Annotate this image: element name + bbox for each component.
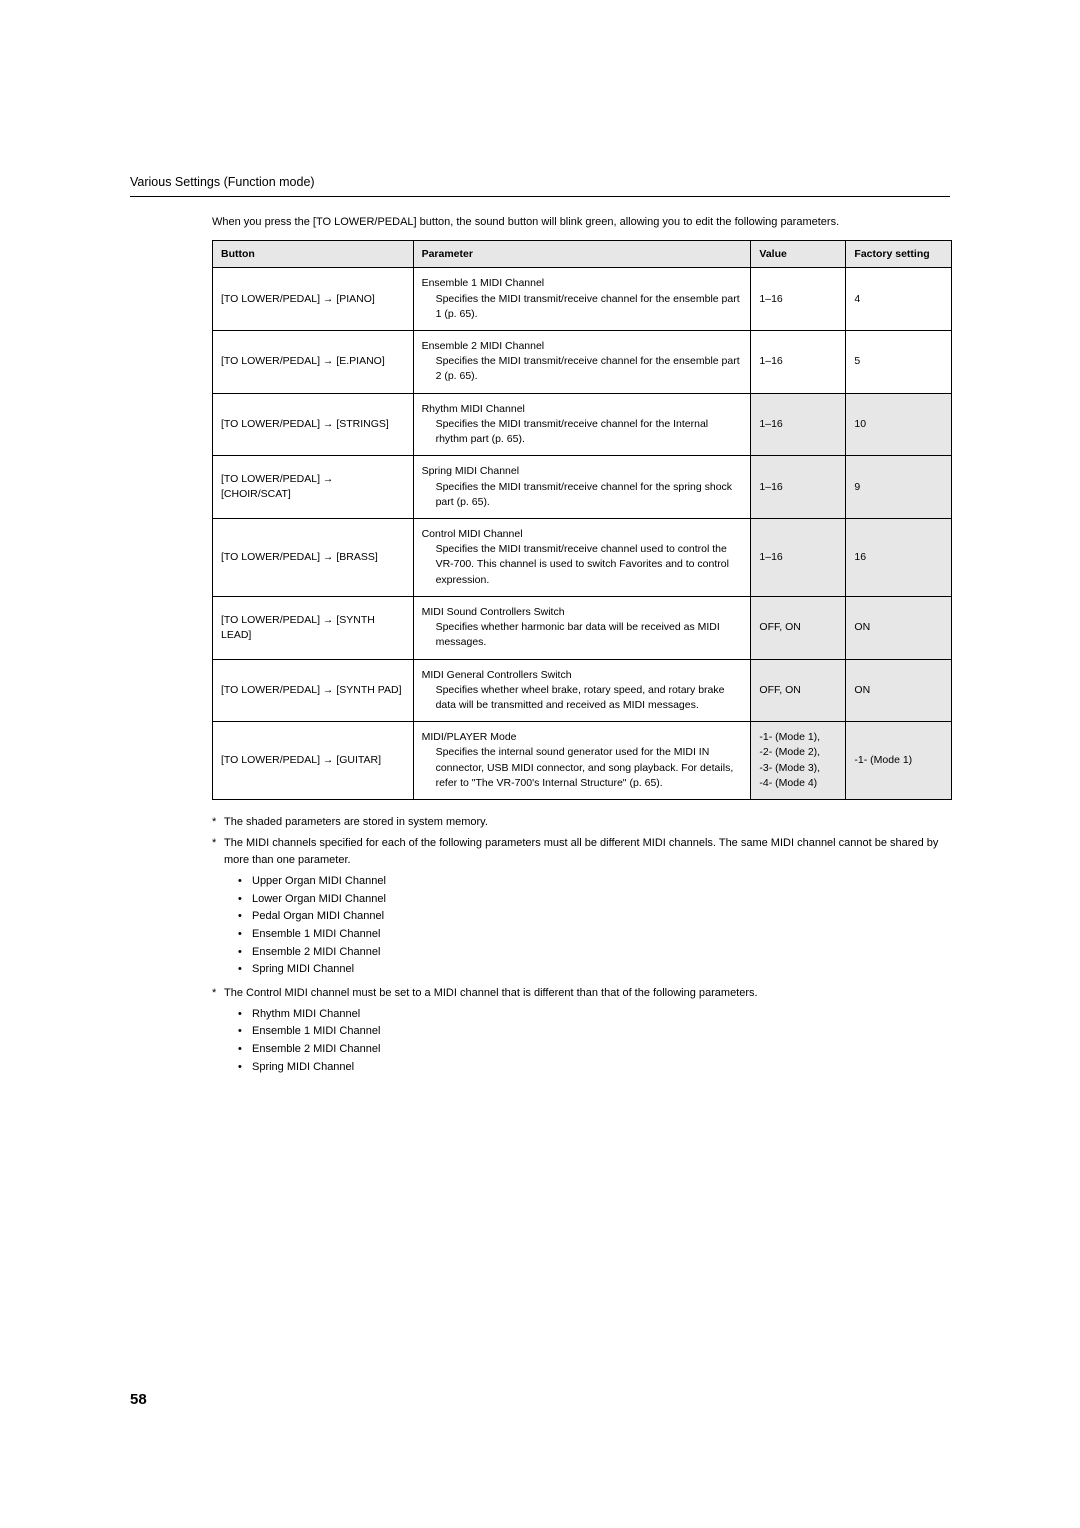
cell-button: [TO LOWER/PEDAL] → [BRASS] [213, 519, 414, 597]
cell-parameter: Control MIDI ChannelSpecifies the MIDI t… [413, 519, 751, 597]
table-row: [TO LOWER/PEDAL] → [BRASS]Control MIDI C… [213, 519, 952, 597]
cell-button: [TO LOWER/PEDAL] → [GUITAR] [213, 722, 414, 800]
param-desc: Specifies the MIDI transmit/receive chan… [422, 480, 743, 510]
param-title: MIDI Sound Controllers Switch [422, 605, 743, 620]
table-row: [TO LOWER/PEDAL] → [SYNTH LEAD]MIDI Soun… [213, 596, 952, 659]
table-row: [TO LOWER/PEDAL] → [GUITAR]MIDI/PLAYER M… [213, 722, 952, 800]
asterisk-icon: * [212, 985, 224, 1002]
cell-factory: 10 [846, 393, 952, 456]
table-row: [TO LOWER/PEDAL] → [SYNTH PAD]MIDI Gener… [213, 659, 952, 722]
list-item: Ensemble 1 MIDI Channel [238, 926, 950, 944]
param-desc: Specifies whether wheel brake, rotary sp… [422, 683, 743, 713]
footnote-text: The MIDI channels specified for each of … [224, 835, 950, 869]
cell-factory: -1- (Mode 1) [846, 722, 952, 800]
param-desc: Specifies the MIDI transmit/receive chan… [422, 354, 743, 384]
cell-factory: 16 [846, 519, 952, 597]
cell-value: 1–16 [751, 519, 846, 597]
table-row: [TO LOWER/PEDAL] → [PIANO]Ensemble 1 MID… [213, 268, 952, 331]
param-desc: Specifies the MIDI transmit/receive chan… [422, 292, 743, 322]
cell-parameter: MIDI Sound Controllers SwitchSpecifies w… [413, 596, 751, 659]
param-title: Ensemble 1 MIDI Channel [422, 276, 743, 291]
th-button: Button [213, 241, 414, 268]
cell-button: [TO LOWER/PEDAL] → [PIANO] [213, 268, 414, 331]
cell-button: [TO LOWER/PEDAL] → [SYNTH PAD] [213, 659, 414, 722]
parameter-table: Button Parameter Value Factory setting [… [212, 240, 952, 800]
list-item: Ensemble 2 MIDI Channel [238, 1041, 950, 1059]
param-title: MIDI/PLAYER Mode [422, 730, 743, 745]
table-row: [TO LOWER/PEDAL] → [E.PIANO]Ensemble 2 M… [213, 331, 952, 394]
footnote-text: The shaded parameters are stored in syst… [224, 814, 950, 831]
cell-button: [TO LOWER/PEDAL] → [E.PIANO] [213, 331, 414, 394]
cell-parameter: MIDI/PLAYER ModeSpecifies the internal s… [413, 722, 751, 800]
param-title: Rhythm MIDI Channel [422, 402, 743, 417]
cell-factory: 4 [846, 268, 952, 331]
param-title: Spring MIDI Channel [422, 464, 743, 479]
cell-value: 1–16 [751, 268, 846, 331]
th-param: Parameter [413, 241, 751, 268]
param-desc: Specifies the internal sound generator u… [422, 745, 743, 791]
cell-parameter: Ensemble 2 MIDI ChannelSpecifies the MID… [413, 331, 751, 394]
intro-text: When you press the [TO LOWER/PEDAL] butt… [212, 215, 950, 230]
param-desc: Specifies whether harmonic bar data will… [422, 620, 743, 650]
list-item: Ensemble 1 MIDI Channel [238, 1023, 950, 1041]
table-row: [TO LOWER/PEDAL] → [CHOIR/SCAT]Spring MI… [213, 456, 952, 519]
param-title: Ensemble 2 MIDI Channel [422, 339, 743, 354]
cell-button: [TO LOWER/PEDAL] → [CHOIR/SCAT] [213, 456, 414, 519]
footnote-3-list: Rhythm MIDI ChannelEnsemble 1 MIDI Chann… [238, 1006, 950, 1076]
cell-value: OFF, ON [751, 596, 846, 659]
param-desc: Specifies the MIDI transmit/receive chan… [422, 417, 743, 447]
page-number: 58 [130, 1391, 147, 1408]
list-item: Upper Organ MIDI Channel [238, 873, 950, 891]
list-item: Rhythm MIDI Channel [238, 1006, 950, 1024]
cell-parameter: Spring MIDI ChannelSpecifies the MIDI tr… [413, 456, 751, 519]
footnote-1: * The shaded parameters are stored in sy… [212, 814, 950, 831]
asterisk-icon: * [212, 814, 224, 831]
section-title: Various Settings (Function mode) [130, 175, 950, 197]
footnote-2: * The MIDI channels specified for each o… [212, 835, 950, 869]
footnote-3: * The Control MIDI channel must be set t… [212, 985, 950, 1002]
footnotes: * The shaded parameters are stored in sy… [212, 814, 950, 1076]
table-row: [TO LOWER/PEDAL] → [STRINGS]Rhythm MIDI … [213, 393, 952, 456]
page: Various Settings (Function mode) When yo… [0, 0, 1080, 1528]
list-item: Lower Organ MIDI Channel [238, 891, 950, 909]
cell-parameter: MIDI General Controllers SwitchSpecifies… [413, 659, 751, 722]
list-item: Spring MIDI Channel [238, 1059, 950, 1077]
param-title: MIDI General Controllers Switch [422, 668, 743, 683]
cell-parameter: Rhythm MIDI ChannelSpecifies the MIDI tr… [413, 393, 751, 456]
asterisk-icon: * [212, 835, 224, 869]
cell-button: [TO LOWER/PEDAL] → [SYNTH LEAD] [213, 596, 414, 659]
cell-value: 1–16 [751, 331, 846, 394]
table-header-row: Button Parameter Value Factory setting [213, 241, 952, 268]
cell-factory: ON [846, 596, 952, 659]
param-title: Control MIDI Channel [422, 527, 743, 542]
param-desc: Specifies the MIDI transmit/receive chan… [422, 542, 743, 588]
cell-value: -1- (Mode 1),-2- (Mode 2),-3- (Mode 3),-… [751, 722, 846, 800]
list-item: Pedal Organ MIDI Channel [238, 908, 950, 926]
list-item: Ensemble 2 MIDI Channel [238, 944, 950, 962]
cell-value: OFF, ON [751, 659, 846, 722]
cell-parameter: Ensemble 1 MIDI ChannelSpecifies the MID… [413, 268, 751, 331]
th-factory: Factory setting [846, 241, 952, 268]
th-value: Value [751, 241, 846, 268]
footnote-text: The Control MIDI channel must be set to … [224, 985, 950, 1002]
cell-button: [TO LOWER/PEDAL] → [STRINGS] [213, 393, 414, 456]
cell-value: 1–16 [751, 456, 846, 519]
cell-factory: 5 [846, 331, 952, 394]
cell-value: 1–16 [751, 393, 846, 456]
cell-factory: 9 [846, 456, 952, 519]
footnote-2-list: Upper Organ MIDI ChannelLower Organ MIDI… [238, 873, 950, 979]
cell-factory: ON [846, 659, 952, 722]
list-item: Spring MIDI Channel [238, 961, 950, 979]
